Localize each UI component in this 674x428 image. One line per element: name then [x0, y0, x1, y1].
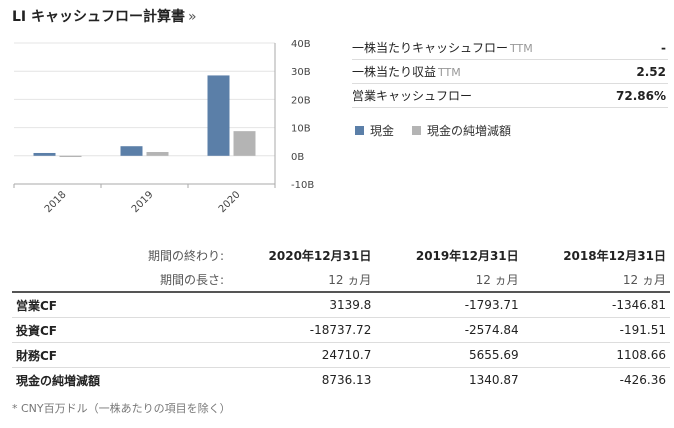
x-tick-label: 2018 — [43, 189, 69, 215]
legend-label: 現金の純増減額 — [427, 124, 512, 138]
period-length: 12 ヵ月 — [375, 267, 523, 293]
page-title[interactable]: LI キャッシュフロー計算書» — [12, 9, 197, 25]
legend-item-cash[interactable]: 現金 — [355, 122, 394, 139]
table-cell: 24710.7 — [228, 342, 376, 368]
bar-cash — [120, 146, 143, 156]
bar-net-change — [59, 155, 82, 158]
stat-label: 一株当たりキャッシュフロー — [352, 41, 509, 55]
chart-legend: 現金 現金の純増減額 — [355, 122, 529, 139]
column-header: 2019年12月31日 — [415, 248, 519, 263]
y-tick-label: -10B — [291, 180, 314, 191]
period-length: 12 ヵ月 — [522, 267, 670, 293]
stat-label: 営業キャッシュフロー — [352, 89, 473, 103]
table-row: 現金の純増減額 8736.13 1340.87 -426.36 — [12, 368, 670, 393]
stats-panel: 一株当たりキャッシュフロー TTM - 一株当たり収益 TTM 2.52 営業キャッ… — [352, 36, 668, 108]
row-label: 営業CF — [12, 292, 228, 318]
legend-swatch — [412, 126, 422, 135]
table-row: 財務CF 24710.7 5655.69 1108.66 — [12, 342, 670, 368]
table-cell: 3139.8 — [228, 292, 376, 318]
row-label: 現金の純増減額 — [16, 373, 101, 388]
table-cell: 1108.66 — [522, 342, 670, 368]
y-tick-label: 10B — [291, 124, 311, 135]
column-header: 2020年12月31日 — [268, 248, 372, 263]
y-tick-label: 40B — [291, 39, 311, 50]
stat-label: 一株当たり収益 — [352, 65, 437, 79]
bar-cash — [207, 75, 230, 156]
row-label: 財務CF — [12, 342, 228, 368]
period-end-label: 期間の終わり: — [147, 248, 224, 263]
footnote: * CNY百万ドル（一株あたりの項目を除く） — [12, 402, 231, 415]
y-tick-label: 20B — [291, 95, 311, 106]
table-cell: -18737.72 — [228, 317, 376, 343]
row-label: 投資CF — [12, 317, 228, 343]
legend-swatch — [355, 126, 364, 135]
cashflow-table: 期間の終わり: 2020年12月31日 2019年12月31日 2018年12月… — [12, 243, 670, 392]
table-cell: -1793.71 — [375, 292, 523, 318]
legend-item-net-change[interactable]: 現金の純増減額 — [412, 122, 511, 139]
table-cell: 8736.13 — [321, 373, 372, 387]
period-length-row: 期間の長さ: 12 ヵ月 12 ヵ月 12 ヵ月 — [12, 267, 670, 293]
bar-net-change — [146, 152, 169, 156]
table-cell: -426.36 — [619, 373, 666, 387]
stat-suffix: TTM — [438, 66, 461, 79]
stat-suffix: TTM — [510, 42, 533, 55]
table-cell: -191.51 — [522, 317, 670, 343]
chevron-right-icon: » — [188, 9, 197, 25]
table-header-row: 期間の終わり: 2020年12月31日 2019年12月31日 2018年12月… — [12, 243, 670, 267]
x-tick-label: 2020 — [217, 189, 243, 215]
stat-value: 72.86% — [616, 88, 666, 103]
table-row: 営業CF 3139.8 -1793.71 -1346.81 — [12, 292, 670, 318]
cash-chart: 40B 30B 20B 10B 0B -10B 2018 2019 2020 — [13, 39, 314, 215]
stat-row-rps: 一株当たり収益 TTM 2.52 — [352, 60, 668, 84]
period-length: 12 ヵ月 — [228, 267, 376, 293]
stat-row-ocf: 営業キャッシュフロー 72.86% — [352, 84, 668, 108]
stat-value: - — [661, 40, 666, 55]
legend-label: 現金 — [370, 124, 395, 138]
bar-net-change — [233, 131, 256, 156]
stat-row-cfps: 一株当たりキャッシュフロー TTM - — [352, 36, 668, 60]
x-tick-label: 2019 — [130, 189, 156, 215]
y-tick-label: 30B — [291, 67, 311, 78]
table-row: 投資CF -18737.72 -2574.84 -191.51 — [12, 317, 670, 343]
table-cell: 5655.69 — [375, 342, 523, 368]
column-header: 2018年12月31日 — [563, 248, 666, 263]
table-cell: 1340.87 — [469, 373, 519, 387]
bar-cash — [33, 152, 56, 156]
table-cell: -2574.84 — [375, 317, 523, 343]
stat-value: 2.52 — [636, 64, 666, 79]
y-tick-label: 0B — [291, 152, 304, 163]
period-length-label: 期間の長さ: — [12, 267, 228, 293]
table-cell: -1346.81 — [522, 292, 670, 318]
